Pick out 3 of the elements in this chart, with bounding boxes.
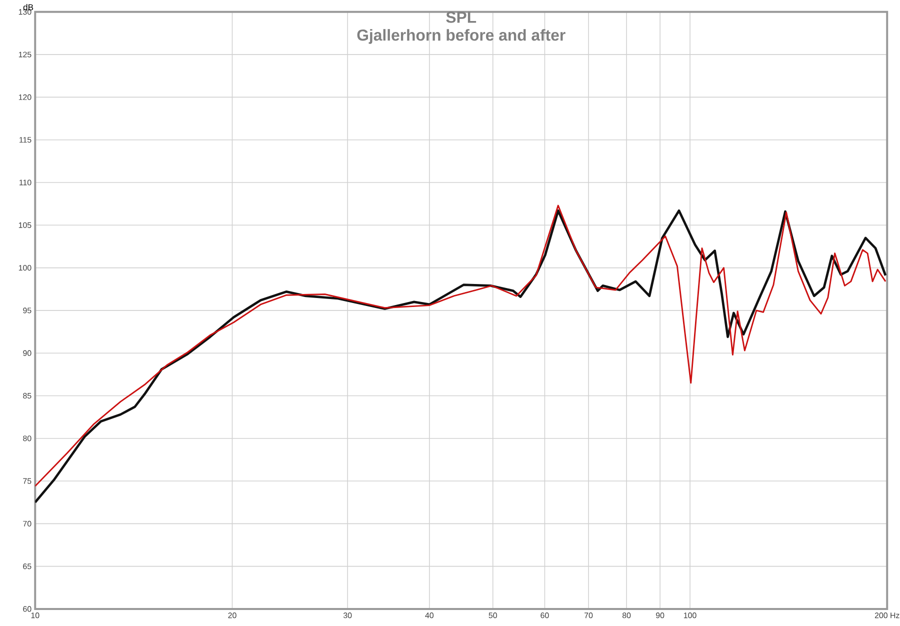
- text: Gjallerhorn before and after: [357, 29, 566, 44]
- chart-title: SPL: [446, 12, 476, 23]
- y-axis-title: dB: [23, 4, 34, 10]
